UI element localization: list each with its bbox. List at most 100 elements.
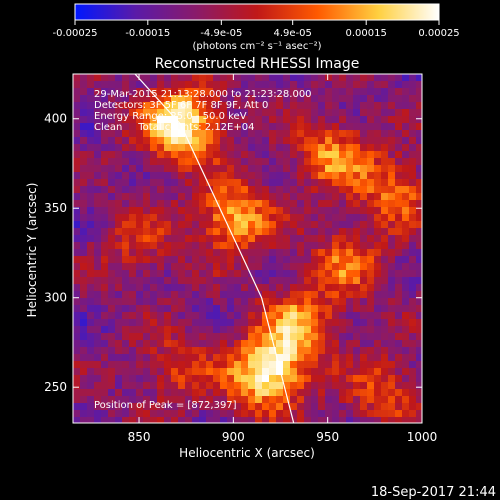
heatmap-cell: [367, 291, 375, 299]
heatmap-cell: [213, 284, 221, 292]
heatmap-cell: [150, 130, 158, 138]
heatmap-cell: [276, 81, 284, 89]
heatmap-cell: [157, 242, 165, 250]
heatmap-cell: [122, 123, 130, 131]
heatmap-cell: [136, 319, 144, 327]
heatmap-cell: [150, 144, 158, 152]
heatmap-cell: [304, 116, 312, 124]
heatmap-cell: [332, 186, 340, 194]
heatmap-cell: [94, 151, 102, 159]
heatmap-cell: [129, 130, 137, 138]
heatmap-cell: [129, 403, 137, 411]
heatmap-cell: [171, 116, 179, 124]
heatmap-cell: [136, 144, 144, 152]
heatmap-cell: [241, 389, 249, 397]
solar-limb-line: [134, 74, 295, 423]
heatmap-cell: [297, 151, 305, 159]
heatmap-cell: [269, 228, 277, 236]
heatmap-cell: [87, 186, 95, 194]
heatmap-cell: [220, 242, 228, 250]
heatmap-cell: [101, 186, 109, 194]
heatmap-cell: [255, 81, 263, 89]
heatmap-cell: [164, 95, 172, 103]
heatmap-cell: [374, 340, 382, 348]
heatmap-cell: [283, 389, 291, 397]
heatmap-cell: [171, 200, 179, 208]
heatmap-cell: [234, 312, 242, 320]
heatmap-cell: [101, 326, 109, 334]
heatmap-cell: [367, 102, 375, 110]
heatmap-cell: [297, 186, 305, 194]
heatmap-cell: [101, 235, 109, 243]
heatmap-cell: [318, 375, 326, 383]
heatmap-cell: [360, 298, 368, 306]
heatmap-cell: [157, 396, 165, 404]
heatmap-cell: [395, 235, 403, 243]
heatmap-cell: [115, 158, 123, 166]
heatmap-cell: [388, 242, 396, 250]
heatmap-cell: [220, 235, 228, 243]
heatmap-cell: [360, 165, 368, 173]
heatmap-cell: [395, 186, 403, 194]
heatmap-cell: [80, 312, 88, 320]
heatmap-cell: [213, 235, 221, 243]
heatmap-cell: [409, 382, 417, 390]
heatmap-cell: [255, 228, 263, 236]
heatmap-cell: [346, 179, 354, 187]
heatmap-cell: [367, 403, 375, 411]
heatmap-cell: [122, 242, 130, 250]
heatmap-cell: [171, 270, 179, 278]
heatmap-cell: [325, 284, 333, 292]
heatmap-cell: [178, 144, 186, 152]
heatmap-cell: [353, 403, 361, 411]
heatmap-cell: [87, 319, 95, 327]
heatmap-cell: [171, 312, 179, 320]
heatmap-cell: [213, 242, 221, 250]
heatmap-cell: [402, 263, 410, 271]
heatmap-cell: [339, 326, 347, 334]
heatmap-cell: [255, 368, 263, 376]
annotation-peak-position: Position of Peak = [872,397]: [94, 400, 237, 411]
heatmap-cell: [332, 375, 340, 383]
heatmap-cell: [73, 312, 81, 320]
heatmap-cell: [80, 207, 88, 215]
heatmap-cell: [185, 144, 193, 152]
heatmap-cell: [332, 207, 340, 215]
heatmap-cell: [94, 256, 102, 264]
heatmap-cell: [143, 193, 151, 201]
heatmap-cell: [178, 305, 186, 313]
heatmap-cell: [94, 249, 102, 257]
heatmap-cell: [80, 123, 88, 131]
heatmap-cell: [108, 270, 116, 278]
heatmap-cell: [227, 151, 235, 159]
heatmap-cell: [297, 277, 305, 285]
heatmap-cell: [136, 396, 144, 404]
heatmap-cell: [241, 361, 249, 369]
heatmap-cell: [416, 130, 422, 138]
heatmap-cell: [283, 305, 291, 313]
heatmap-cell: [297, 291, 305, 299]
heatmap-cell: [374, 207, 382, 215]
heatmap-cell: [122, 130, 130, 138]
heatmap-cell: [276, 284, 284, 292]
heatmap-cell: [318, 95, 326, 103]
heatmap-cell: [150, 179, 158, 187]
heatmap-cell: [157, 340, 165, 348]
heatmap-cell: [395, 144, 403, 152]
heatmap-cell: [325, 151, 333, 159]
heatmap-cell: [297, 403, 305, 411]
heatmap-cell: [388, 340, 396, 348]
heatmap-cell: [269, 417, 277, 423]
heatmap-cell: [416, 144, 422, 152]
heatmap-cell: [122, 144, 130, 152]
heatmap-cell: [122, 158, 130, 166]
heatmap-cell: [325, 186, 333, 194]
heatmap-cell: [199, 214, 207, 222]
heatmap-cell: [255, 396, 263, 404]
heatmap-cell: [115, 417, 123, 423]
heatmap-cell: [206, 165, 214, 173]
heatmap-cell: [416, 326, 422, 334]
heatmap-cell: [311, 389, 319, 397]
heatmap-cell: [73, 389, 81, 397]
heatmap-cell: [199, 165, 207, 173]
